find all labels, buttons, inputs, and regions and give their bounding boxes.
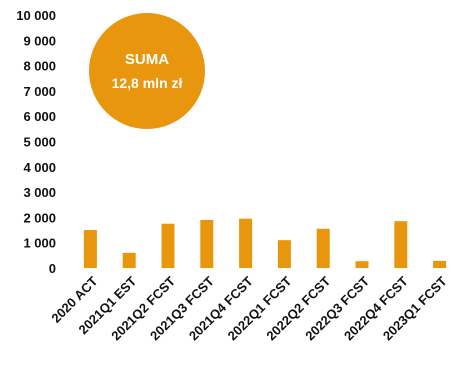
y-tick-label: 9 000 — [23, 33, 56, 48]
bar — [394, 221, 408, 268]
y-tick-label: 7 000 — [23, 84, 56, 99]
bar — [122, 252, 136, 268]
y-tick-label: 4 000 — [23, 160, 56, 175]
y-tick-label: 6 000 — [23, 109, 56, 124]
bar — [316, 228, 330, 268]
sum-badge-circle — [89, 13, 205, 129]
y-tick-label: 5 000 — [23, 135, 56, 150]
sum-badge-value: 12,8 mln zł — [112, 75, 183, 91]
y-tick-label: 2 000 — [23, 210, 56, 225]
y-tick-label: 10 000 — [16, 8, 56, 23]
bar — [161, 223, 175, 268]
bars — [83, 218, 447, 268]
bar — [200, 219, 214, 268]
y-tick-label: 1 000 — [23, 236, 56, 251]
bar — [239, 218, 253, 268]
y-tick-label: 8 000 — [23, 59, 56, 74]
bar — [355, 261, 369, 268]
y-tick-label: 3 000 — [23, 185, 56, 200]
sum-badge: SUMA 12,8 mln zł — [89, 13, 205, 129]
bar — [277, 240, 291, 268]
y-axis: 0 1 000 2 000 3 000 4 000 5 000 6 000 7 000 8 00… — [16, 8, 56, 276]
bar — [433, 260, 447, 268]
sum-badge-title: SUMA — [125, 51, 169, 68]
bar — [83, 230, 97, 268]
y-tick-label: 0 — [49, 261, 56, 276]
